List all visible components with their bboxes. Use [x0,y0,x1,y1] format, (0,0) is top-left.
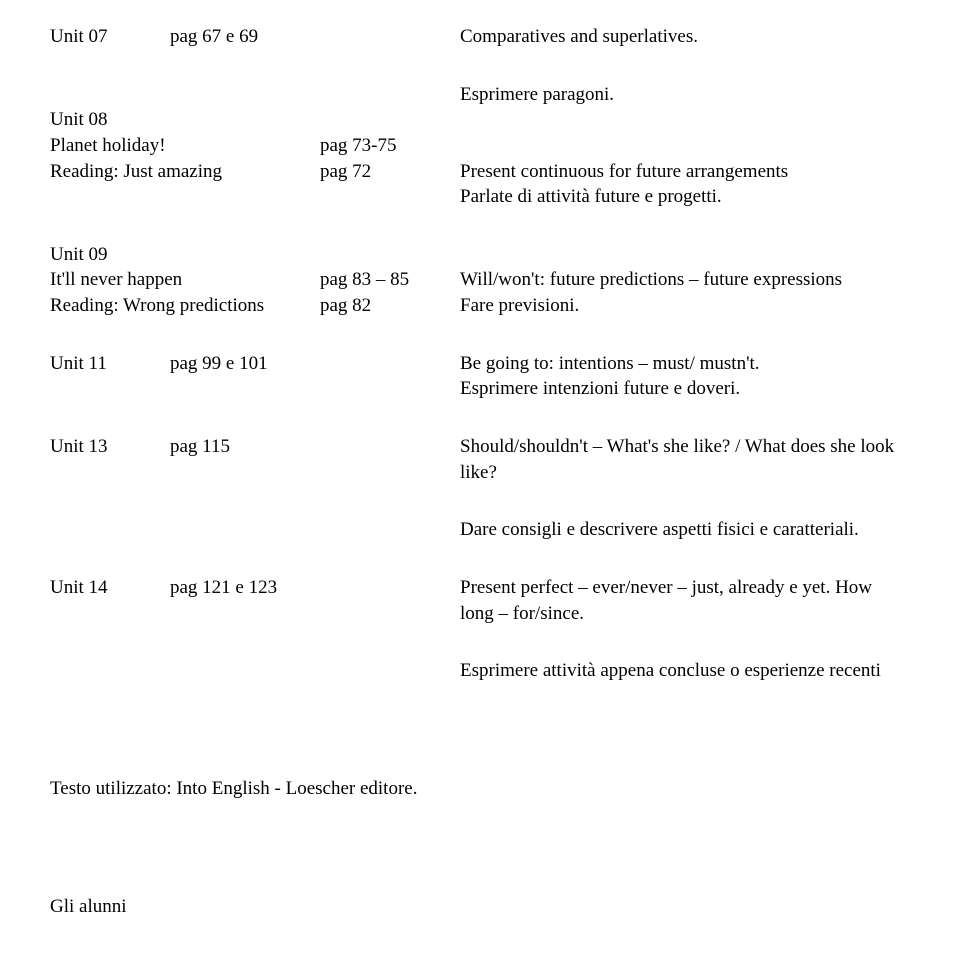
unit13-row: Unit 13 pag 115 Should/shouldn't – What'… [50,434,910,485]
document-page: Unit 07 pag 67 e 69 Comparatives and sup… [0,0,960,959]
unit08-label: Unit 08 [50,107,440,133]
unit13-func: Dare consigli e descrivere aspetti fisic… [460,517,910,543]
unit09-reading-row: Reading: Wrong predictions pag 82 Fare p… [50,293,910,319]
unit07-func-row: Esprimere paragoni. [50,82,910,108]
unit08-reading-page: pag 72 [320,159,440,185]
unit08-reading-row: Reading: Just amazing pag 72 Present con… [50,159,910,210]
unit11-row: Unit 11 pag 99 e 101 Be going to: intent… [50,351,910,402]
unit14-page: pag 121 e 123 [170,575,440,601]
unit08-title-page: pag 73-75 [320,133,440,159]
unit07-grammar: Comparatives and superlatives. [460,24,910,50]
unit07-label: Unit 07 [50,24,170,50]
unit09-grammar: Will/won't: future predictions – future … [460,267,910,293]
unit08-title: Planet holiday! [50,133,320,159]
unit13-label: Unit 13 [50,434,170,460]
unit13-page: pag 115 [170,434,440,460]
students-line: Gli alunni [50,894,910,920]
unit08-title-row: Planet holiday! pag 73-75 [50,133,910,159]
textbook-line: Testo utilizzato: Into English - Loesche… [50,776,910,802]
unit14-grammar: Present perfect – ever/never – just, alr… [460,575,910,626]
unit14-row: Unit 14 pag 121 e 123 Present perfect – … [50,575,910,626]
unit08-func: Parlate di attività future e progetti. [460,184,910,210]
unit07-row: Unit 07 pag 67 e 69 Comparatives and sup… [50,24,910,50]
unit09-label: Unit 09 [50,242,440,268]
unit08-reading: Reading: Just amazing [50,159,320,185]
unit11-label: Unit 11 [50,351,170,377]
unit07-func: Esprimere paragoni. [460,82,910,108]
unit09-title: It'll never happen [50,267,320,293]
unit09-title-row: It'll never happen pag 83 – 85 Will/won'… [50,267,910,293]
unit09-reading-page: pag 82 [320,293,440,319]
unit11-grammar: Be going to: intentions – must/ mustn't. [460,351,910,377]
unit08-grammar: Present continuous for future arrangemen… [460,159,910,185]
unit14-label: Unit 14 [50,575,170,601]
unit11-page: pag 99 e 101 [170,351,440,377]
unit14-func: Esprimere attività appena concluse o esp… [460,658,910,684]
unit09-label-row: Unit 09 [50,242,910,268]
unit07-page: pag 67 e 69 [170,24,440,50]
unit11-func: Esprimere intenzioni future e doveri. [460,376,910,402]
unit08-label-row: Unit 08 [50,107,910,133]
unit09-title-page: pag 83 – 85 [320,267,440,293]
unit13-func-row: Dare consigli e descrivere aspetti fisic… [50,517,910,543]
unit09-func: Fare previsioni. [460,293,910,319]
unit14-func-row: Esprimere attività appena concluse o esp… [50,658,910,684]
unit09-reading: Reading: Wrong predictions [50,293,320,319]
unit13-grammar: Should/shouldn't – What's she like? / Wh… [460,434,910,485]
